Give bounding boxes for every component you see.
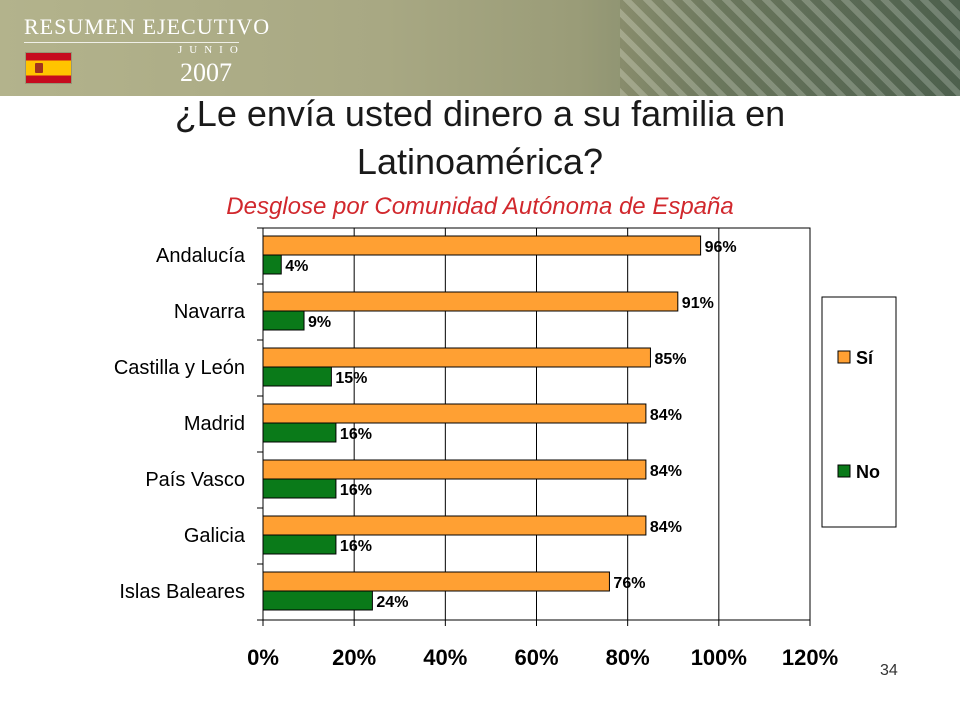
category-label: Castilla y León bbox=[114, 357, 245, 379]
data-label-no: 16% bbox=[340, 426, 372, 443]
data-label-si: 85% bbox=[654, 351, 686, 368]
data-label-si: 96% bbox=[705, 239, 737, 256]
data-label-si: 91% bbox=[682, 295, 714, 312]
data-label-si: 84% bbox=[650, 463, 682, 480]
banner-title: RESUMEN EJECUTIVO bbox=[24, 14, 271, 39]
legend-si-label: Sí bbox=[856, 348, 874, 368]
category-label: Islas Baleares bbox=[119, 581, 245, 603]
banner-month: JUNIO bbox=[178, 44, 245, 56]
slide-title: ¿Le envía usted dinero a su familia en L… bbox=[174, 93, 786, 182]
legend-no-swatch bbox=[837, 464, 851, 478]
category-label: Galicia bbox=[184, 525, 246, 547]
bar-si bbox=[262, 235, 702, 256]
bar-no bbox=[262, 254, 282, 275]
banner-year: 2007 bbox=[180, 58, 232, 87]
data-label-si: 76% bbox=[613, 575, 645, 592]
data-label-no: 15% bbox=[335, 370, 367, 387]
data-label-no: 9% bbox=[308, 314, 331, 331]
bar-si bbox=[262, 571, 610, 592]
x-tick-label: 60% bbox=[514, 645, 558, 670]
x-tick-label: 40% bbox=[423, 645, 467, 670]
header-banner: RESUMEN EJECUTIVO JUNIO 2007 bbox=[0, 0, 960, 96]
data-label-no: 24% bbox=[376, 594, 408, 611]
x-tick-label: 20% bbox=[332, 645, 376, 670]
bar-si bbox=[262, 291, 679, 312]
data-label-no: 16% bbox=[340, 538, 372, 555]
bar-no bbox=[262, 590, 373, 611]
bar-no bbox=[262, 478, 337, 499]
coat-of-arms-icon bbox=[35, 63, 43, 73]
data-label-no: 16% bbox=[340, 482, 372, 499]
spain-flag-icon bbox=[26, 53, 71, 83]
data-label-no: 4% bbox=[285, 258, 308, 275]
banner-divider bbox=[24, 42, 239, 43]
bar-si bbox=[262, 515, 647, 536]
page-number: 34 bbox=[880, 662, 898, 679]
category-label: Andalucía bbox=[156, 245, 246, 267]
banner-decoration bbox=[620, 0, 960, 96]
category-label: Navarra bbox=[174, 301, 246, 323]
category-label: Madrid bbox=[184, 413, 245, 435]
legend-box bbox=[821, 296, 897, 528]
x-tick-label: 0% bbox=[247, 645, 279, 670]
legend-no-label: No bbox=[856, 462, 880, 482]
legend-si-swatch bbox=[837, 350, 851, 364]
bar-no bbox=[262, 534, 337, 555]
bar-no bbox=[262, 366, 332, 387]
category-label: País Vasco bbox=[145, 469, 245, 491]
slide-subtitle: Desglose por Comunidad Autónoma de Españ… bbox=[226, 193, 734, 220]
data-label-si: 84% bbox=[650, 407, 682, 424]
bar-si bbox=[262, 459, 647, 480]
bar-no bbox=[262, 310, 305, 331]
data-label-si: 84% bbox=[650, 519, 682, 536]
x-tick-label: 120% bbox=[782, 645, 838, 670]
x-tick-label: 80% bbox=[606, 645, 650, 670]
bar-si bbox=[262, 403, 647, 424]
bar-si bbox=[262, 347, 651, 368]
x-tick-label: 100% bbox=[691, 645, 747, 670]
bar-no bbox=[262, 422, 337, 443]
